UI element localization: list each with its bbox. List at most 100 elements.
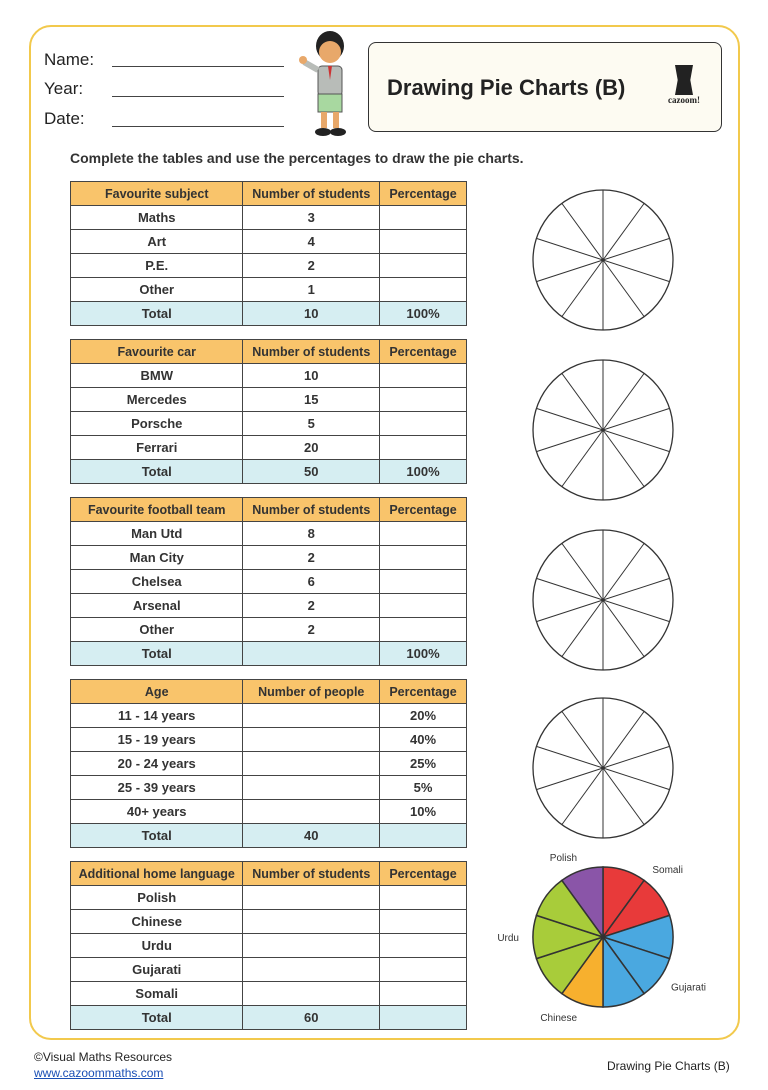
cazoom-logo: cazoom! <box>661 65 707 109</box>
table-cell: Percentage <box>379 861 467 886</box>
date-line[interactable] <box>112 126 284 127</box>
copyright: ©Visual Maths Resources <box>34 1050 173 1064</box>
pie-segment-line <box>561 599 604 657</box>
pie-label: Somali <box>652 865 683 876</box>
table-cell: Total <box>69 459 244 484</box>
pie-segment-line <box>561 711 604 769</box>
table-cell: 40% <box>379 727 467 752</box>
table-cell[interactable] <box>379 885 467 910</box>
table-header: Favourite subject Number of students Perce… <box>69 181 467 206</box>
table-cell[interactable] <box>379 521 467 546</box>
table-cell[interactable] <box>379 823 467 848</box>
table-cell[interactable] <box>379 957 467 982</box>
table-row: Maths 3 <box>69 205 467 230</box>
table-cell: 60 <box>242 1005 381 1030</box>
table-cell[interactable] <box>379 1005 467 1030</box>
table-cell: Man City <box>69 545 244 570</box>
pie-segment-line <box>602 767 645 825</box>
table-row: 25 - 39 years 5% <box>69 775 467 800</box>
table-cell[interactable] <box>242 799 381 824</box>
table-total-row: Total 10 100% <box>69 301 467 326</box>
table-row: Chelsea 6 <box>69 569 467 594</box>
pie-segment-line <box>602 373 645 431</box>
pie-segment-line <box>602 745 670 769</box>
table-cell: 1 <box>242 277 381 302</box>
pie-segment-line <box>561 543 604 601</box>
table-cell[interactable] <box>379 435 467 460</box>
table-header: Age Number of people Percentage <box>69 679 467 704</box>
table-cell[interactable] <box>379 363 467 388</box>
pie-segment-line <box>602 259 670 283</box>
pie-segment-line <box>561 767 604 825</box>
table-header: Favourite car Number of students Percentag… <box>69 339 467 364</box>
table-cell: 100% <box>379 301 467 326</box>
table-cell[interactable] <box>379 909 467 934</box>
pie-segment-line <box>536 599 604 623</box>
pie-segment-line <box>602 711 645 769</box>
table-total-row: Total 40 <box>69 823 467 848</box>
table-row: Man Utd 8 <box>69 521 467 546</box>
table-total-row: Total 60 <box>69 1005 467 1030</box>
pie-label: Chinese <box>540 1013 577 1024</box>
year-label: Year: <box>44 79 84 98</box>
table-cell: 50 <box>242 459 381 484</box>
table-cell: BMW <box>69 363 244 388</box>
table-cell: 20 - 24 years <box>69 751 244 776</box>
table-cell: 25% <box>379 751 467 776</box>
table-total-row: Total 50 100% <box>69 459 467 484</box>
pie-segment-line <box>602 407 670 431</box>
table-cell: P.E. <box>69 253 244 278</box>
table-cell[interactable] <box>379 253 467 278</box>
table-cell: Chelsea <box>69 569 244 594</box>
table-cell: Percentage <box>379 181 467 206</box>
table-cell: Number of people <box>242 679 381 704</box>
table-cell: Man Utd <box>69 521 244 546</box>
table-cell[interactable] <box>379 617 467 642</box>
table-cell: 5% <box>379 775 467 800</box>
table-cell: Mercedes <box>69 387 244 412</box>
table-cell[interactable] <box>379 593 467 618</box>
table-cell: Total <box>69 301 244 326</box>
table-row: P.E. 2 <box>69 253 467 278</box>
pie-segment-line <box>536 577 604 601</box>
table-cell[interactable] <box>379 933 467 958</box>
date-label: Date: <box>44 109 85 128</box>
data-table: Favourite car Number of students Percentag… <box>69 339 467 484</box>
pie-segment-line <box>602 599 645 657</box>
pie-segment-line <box>602 259 645 317</box>
table-cell: Porsche <box>69 411 244 436</box>
table-row: BMW 10 <box>69 363 467 388</box>
table-row: Man City 2 <box>69 545 467 570</box>
table-cell: Additional home language <box>69 861 244 886</box>
table-cell: 6 <box>242 569 381 594</box>
table-header: Additional home language Number of studen… <box>69 861 467 886</box>
table-cell: Age <box>69 679 244 704</box>
table-cell: Number of students <box>242 181 381 206</box>
name-line[interactable] <box>112 66 284 67</box>
table-cell: 10 <box>242 301 381 326</box>
year-line[interactable] <box>112 96 284 97</box>
table-cell: 100% <box>379 641 467 666</box>
pie-segment-line <box>602 599 670 623</box>
table-cell: 10% <box>379 799 467 824</box>
data-table: Additional home language Number of studen… <box>69 861 467 1030</box>
table-cell: 25 - 39 years <box>69 775 244 800</box>
table-cell[interactable] <box>242 751 381 776</box>
pie-segment-line <box>536 407 604 431</box>
pie-segment-line <box>602 577 670 601</box>
table-cell: Favourite subject <box>69 181 244 206</box>
page-border <box>29 25 740 1040</box>
table-cell[interactable] <box>242 885 381 910</box>
pie-label: Gujarati <box>671 982 706 993</box>
pie-label: Urdu <box>497 933 519 944</box>
table-cell: Arsenal <box>69 593 244 618</box>
table-row: Arsenal 2 <box>69 593 467 618</box>
table-total-row: Total 100% <box>69 641 467 666</box>
pie-segment-line <box>536 429 604 453</box>
table-cell: Percentage <box>379 497 467 522</box>
website-link[interactable]: www.cazoommaths.com <box>34 1066 164 1080</box>
pie-segment-line <box>561 373 604 431</box>
table-cell: Number of students <box>242 339 381 364</box>
table-row: Urdu <box>69 933 467 958</box>
